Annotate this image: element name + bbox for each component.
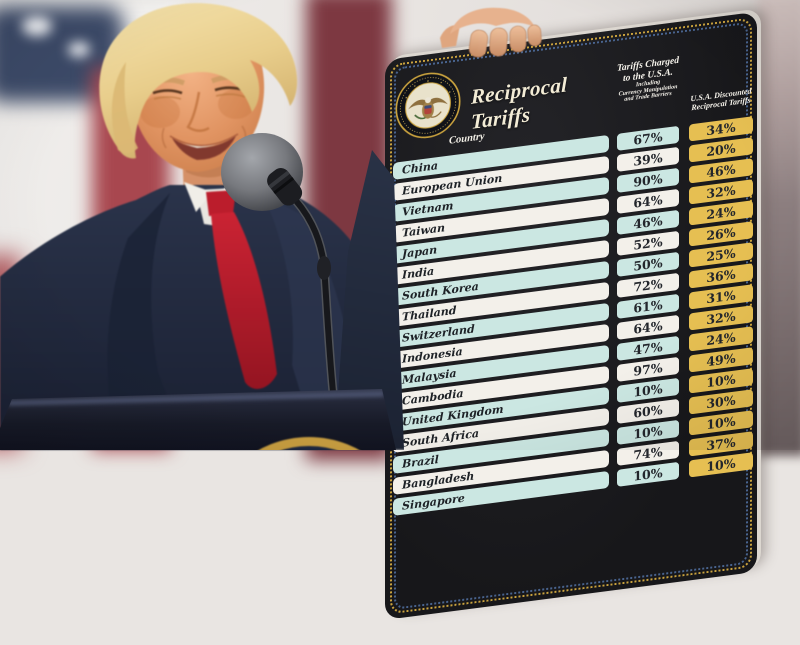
mic-capsule bbox=[267, 168, 303, 206]
tariff-board: Reciprocal Tariffs Tariffs Charged to th… bbox=[385, 11, 757, 621]
discounted-value-cell: 10% bbox=[689, 452, 753, 478]
hand bbox=[440, 7, 542, 58]
charged-value-cell: 10% bbox=[617, 461, 679, 487]
fingers bbox=[468, 24, 542, 58]
hand-knuckles bbox=[450, 7, 535, 34]
speaker-figure bbox=[0, 3, 404, 450]
face bbox=[99, 3, 298, 172]
background-right-strip bbox=[758, 0, 800, 456]
tie-knot bbox=[206, 190, 236, 216]
hair bbox=[99, 3, 298, 159]
mic-joint bbox=[317, 256, 331, 280]
podium bbox=[0, 389, 396, 450]
flag-star-blur bbox=[22, 16, 52, 36]
microphone bbox=[221, 133, 338, 393]
tariff-rows: China 67% 34% European Union 39% 20% Vie… bbox=[385, 116, 757, 521]
presidential-seal-icon bbox=[395, 72, 461, 139]
tie bbox=[211, 212, 277, 389]
podium-seal-icon bbox=[205, 437, 396, 450]
flag-star-blur bbox=[68, 42, 90, 57]
page: { "scene": { "type": "news photograph", … bbox=[0, 0, 800, 621]
